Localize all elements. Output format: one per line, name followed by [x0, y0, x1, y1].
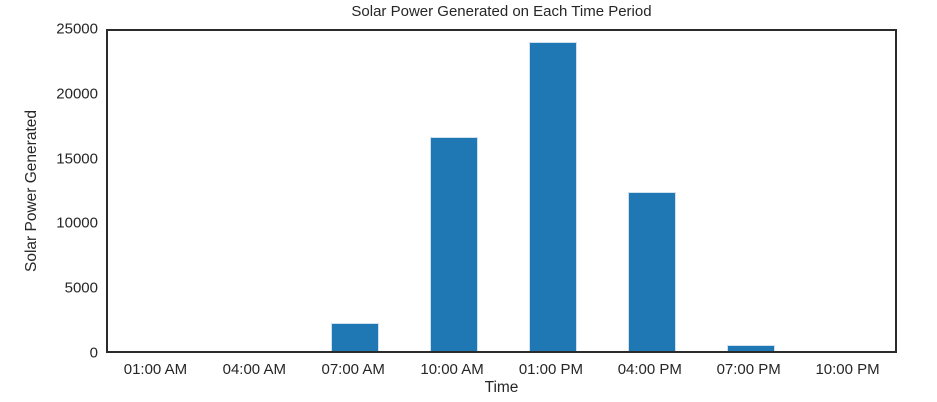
bar-07-00-pm — [726, 344, 775, 351]
x-tick-07-00-pm: 07:00 PM — [716, 361, 781, 378]
plot-area — [106, 29, 897, 353]
y-tick-0: 0 — [89, 344, 98, 362]
bar-10-00-am — [430, 137, 479, 351]
x-axis-ticks: 01:00 AM 04:00 AM 07:00 AM 10:00 AM 01:00 PM… — [106, 361, 897, 381]
x-axis-label: Time — [484, 379, 519, 396]
x-tick-01-00-pm: 01:00 PM — [518, 361, 584, 378]
x-tick-07-00-am: 07:00 AM — [321, 361, 385, 378]
chart-title: Solar Power Generated on Each Time Perio… — [351, 3, 652, 20]
bar-07-00-am — [331, 322, 380, 351]
y-tick-5000: 5000 — [64, 279, 98, 297]
x-tick-01-00-am: 01:00 AM — [123, 361, 188, 378]
y-axis-ticks: 0 5000 10000 15000 20000 25000 — [0, 0, 98, 402]
y-tick-20000: 20000 — [56, 85, 98, 103]
bar-04-00-pm — [627, 192, 676, 351]
y-axis-label: Solar Power Generated — [23, 110, 40, 272]
x-tick-04-00-pm: 04:00 PM — [617, 361, 682, 378]
y-tick-10000: 10000 — [56, 214, 98, 232]
bar-01-00-pm — [528, 41, 577, 351]
y-tick-25000: 25000 — [56, 20, 98, 38]
x-tick-10-00-am: 10:00 AM — [420, 361, 484, 378]
x-tick-04-00-am: 04:00 AM — [222, 361, 287, 378]
x-tick-10-00-pm: 10:00 PM — [815, 361, 880, 378]
y-tick-15000: 15000 — [56, 150, 98, 168]
